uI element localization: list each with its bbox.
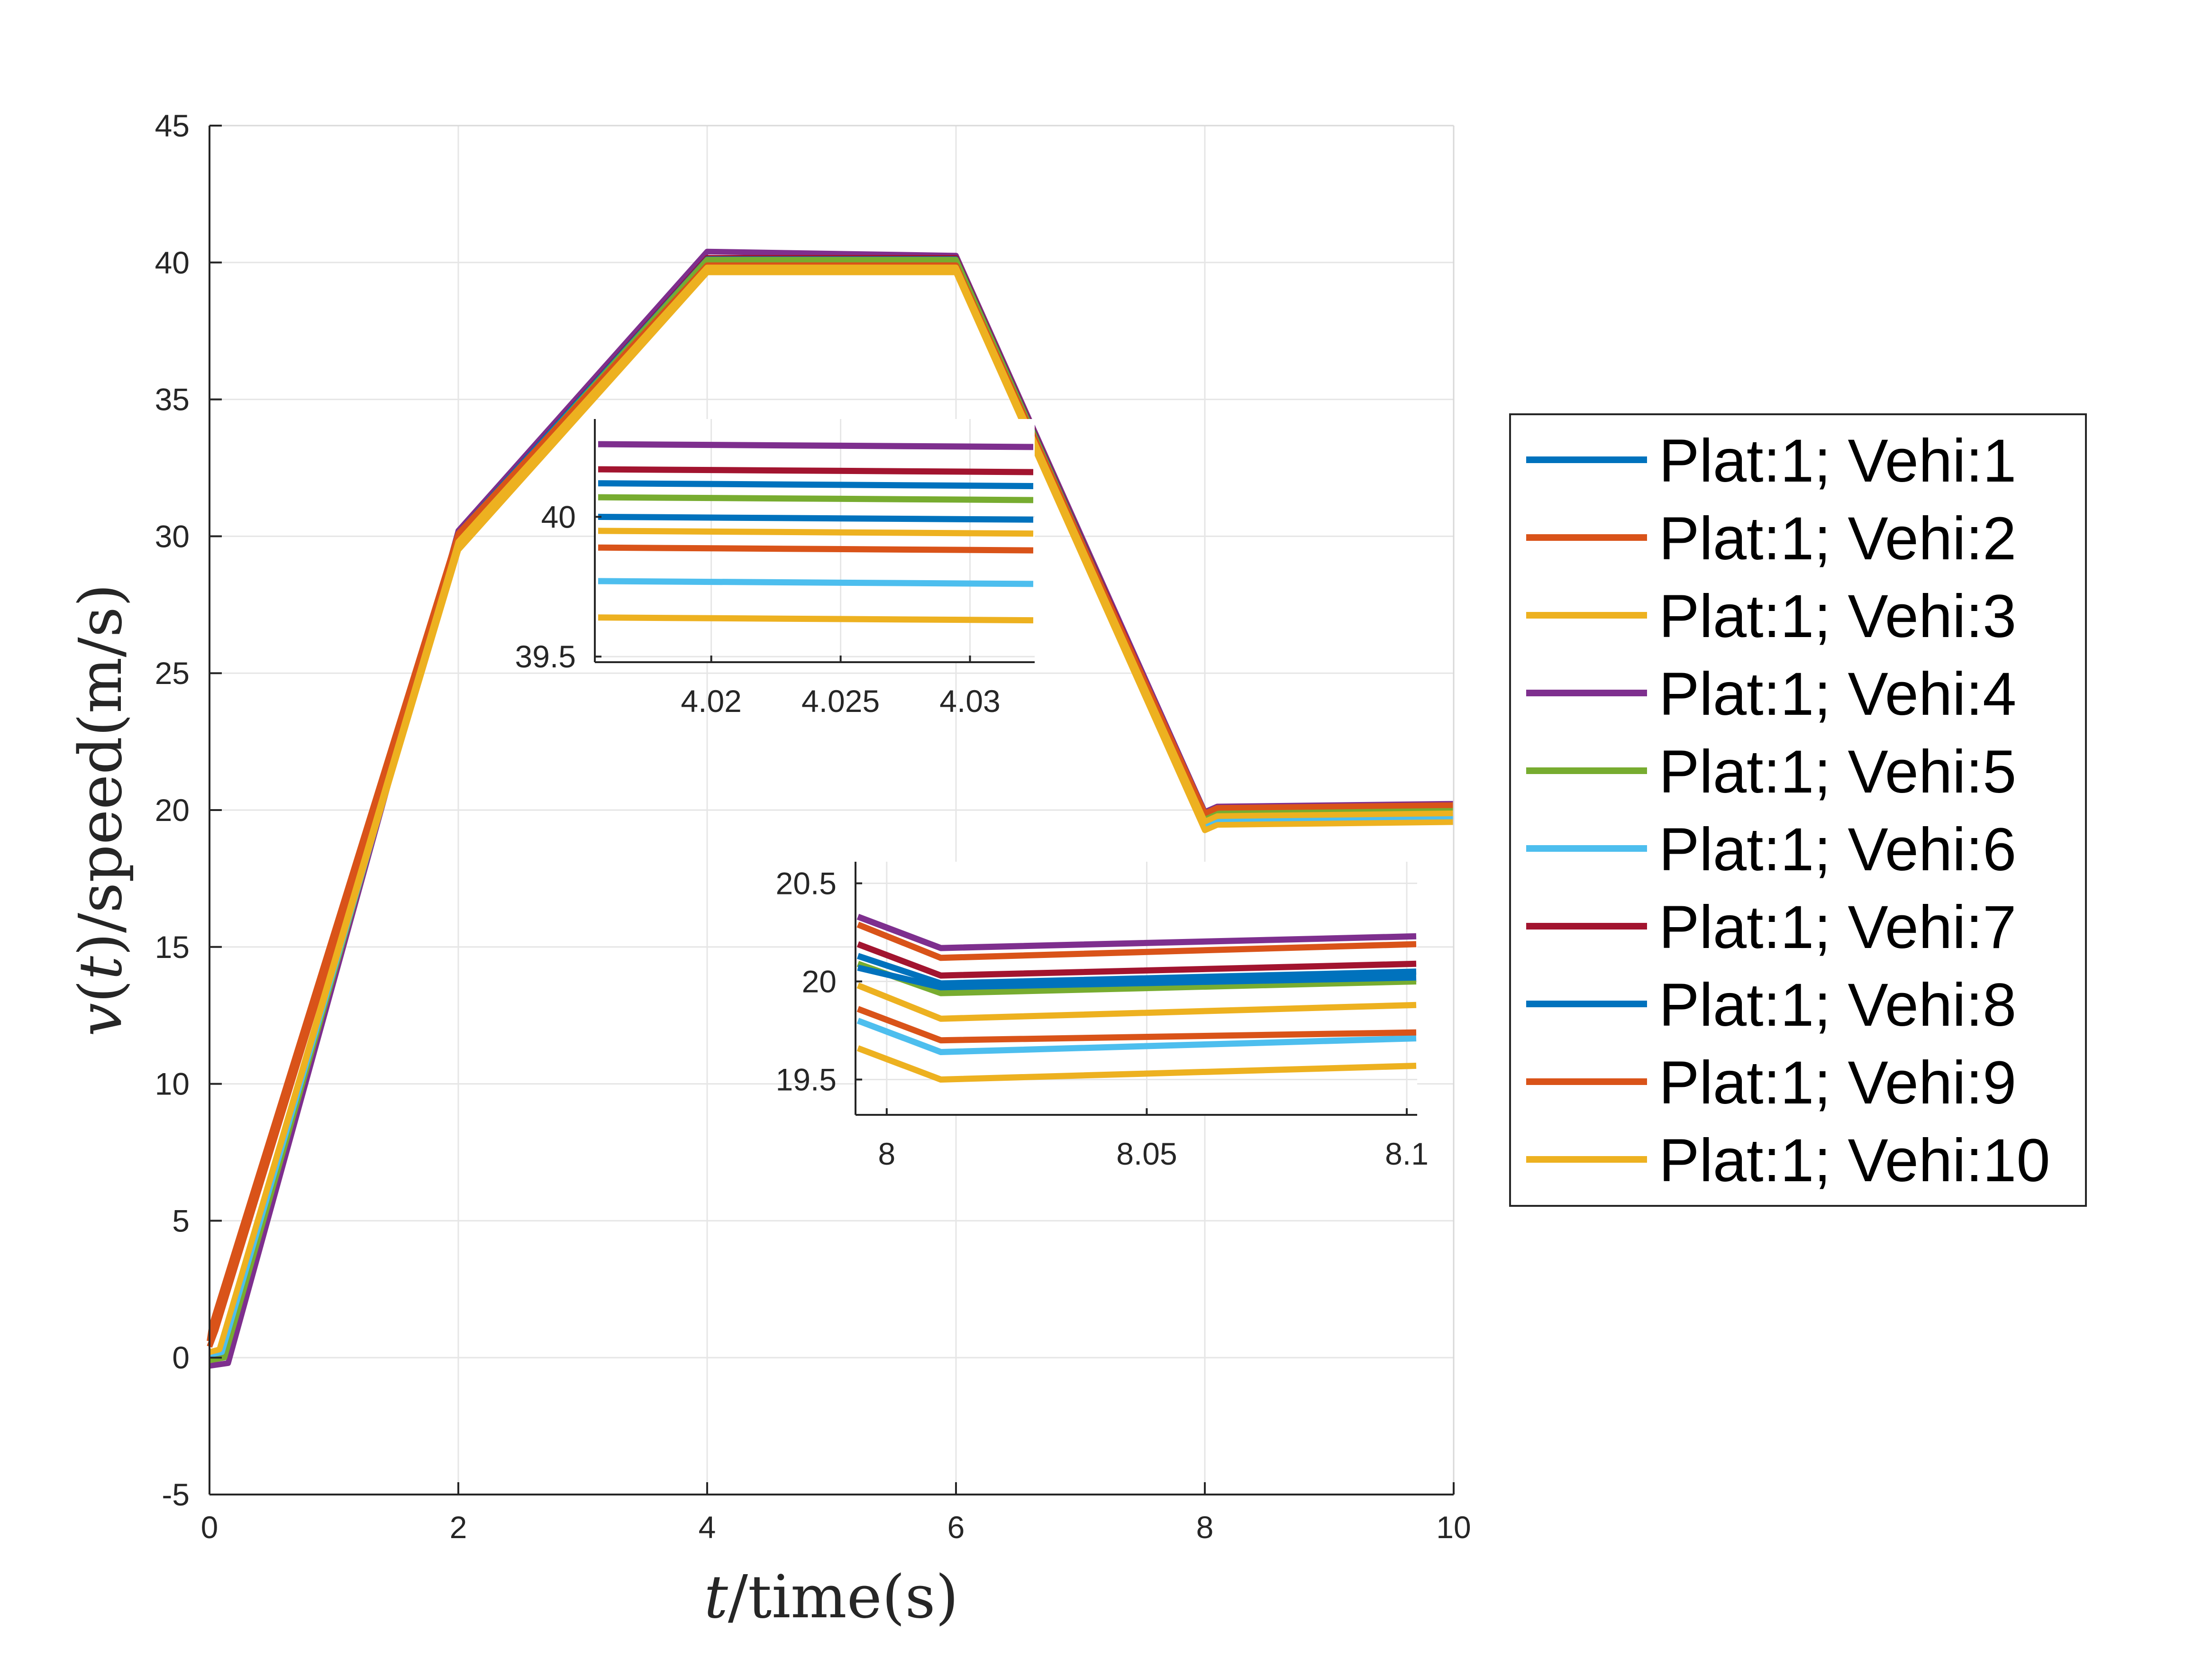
legend-label-2: Plat:1; Vehi:2 (1659, 505, 2016, 573)
y-axis-label: v(t)/speed(m/s) (66, 584, 135, 1037)
inset-zoom-top: 4.02 4.025 4.03 39.5 40 (515, 419, 1035, 719)
x-tick-label: 0 (201, 1510, 218, 1545)
inset-series-line (598, 466, 1034, 475)
inset-bottom-y-ticks: 19.5 20 20.5 (776, 866, 862, 1097)
inset-x-tick-label: 4.02 (681, 684, 741, 719)
inset-series-line (856, 1018, 1417, 1055)
series-line-10 (209, 269, 1454, 1355)
y-tick-label: 5 (172, 1203, 190, 1238)
inset-series-line (598, 578, 1034, 587)
y-tick-label: 25 (155, 656, 190, 691)
inset-series-line (598, 513, 1034, 523)
legend-label-10: Plat:1; Vehi:10 (1659, 1127, 2050, 1194)
inset-series-line (598, 494, 1034, 503)
inset-top-x-ticks: 4.02 4.025 4.03 (681, 656, 1001, 719)
inset-series-line (856, 1045, 1417, 1083)
legend-label-7: Plat:1; Vehi:7 (1659, 893, 2016, 961)
inset-x-tick-label: 4.03 (939, 684, 1000, 719)
inset-x-tick-label: 8 (878, 1136, 895, 1171)
inset-series-line (598, 441, 1034, 450)
legend-label-8: Plat:1; Vehi:8 (1659, 971, 2016, 1039)
legend-label-6: Plat:1; Vehi:6 (1659, 816, 2016, 884)
y-tick-label: 20 (155, 793, 190, 828)
inset-top-y-ticks: 39.5 40 (515, 499, 601, 674)
y-tick-label: 45 (155, 108, 190, 143)
legend: Plat:1; Vehi:1 Plat:1; Vehi:2 Plat:1; Vehi… (1509, 413, 2087, 1207)
inset-x-tick-label: 8.1 (1385, 1136, 1429, 1171)
inset-series-line (856, 921, 1417, 961)
inset-y-tick-label: 40 (541, 499, 576, 534)
inset-series-line (598, 480, 1034, 489)
main-x-ticks: 0 2 4 6 8 10 (201, 1482, 1471, 1545)
legend-label-5: Plat:1; Vehi:5 (1659, 738, 2016, 806)
inset-zoom-bottom: 8 8.05 8.1 19.5 20 20.5 (776, 862, 1429, 1171)
inset-series-line (598, 614, 1034, 624)
x-tick-label: 4 (699, 1510, 716, 1545)
inset-series-line (856, 982, 1417, 1022)
legend-label-9: Plat:1; Vehi:9 (1659, 1049, 2016, 1117)
series-line-5 (209, 257, 1454, 1363)
x-tick-label: 10 (1436, 1510, 1471, 1545)
inset-series-line (598, 544, 1034, 554)
legend-label-1: Plat:1; Vehi:1 (1659, 427, 2016, 495)
inset-series-line (856, 941, 1417, 979)
legend-label-4: Plat:1; Vehi:4 (1659, 660, 2016, 728)
y-tick-label: 15 (155, 930, 190, 965)
y-tick-label: 10 (155, 1066, 190, 1102)
legend-label-3: Plat:1; Vehi:3 (1659, 583, 2016, 650)
main-y-ticks: -5 0 5 10 15 20 25 30 35 40 45 (155, 108, 222, 1512)
inset-series-line (856, 953, 1417, 987)
inset-y-tick-label: 19.5 (776, 1062, 837, 1097)
inset-x-tick-label: 8.05 (1116, 1136, 1177, 1171)
inset-bottom-x-ticks: 8 8.05 8.1 (878, 1108, 1429, 1171)
x-tick-label: 8 (1196, 1510, 1214, 1545)
y-tick-label: 30 (155, 519, 190, 554)
main-series-lines (207, 248, 1454, 1369)
x-tick-label: 6 (947, 1510, 965, 1545)
inset-series-line (856, 1006, 1417, 1044)
inset-x-tick-label: 4.025 (801, 684, 880, 719)
inset-y-tick-label: 39.5 (515, 639, 576, 674)
inset-series-line (856, 913, 1417, 951)
y-tick-label: 0 (172, 1340, 190, 1375)
x-axis-label: t/time(s) (704, 1563, 959, 1632)
inset-bottom-series-lines (856, 913, 1417, 1083)
inset-y-tick-label: 20.5 (776, 866, 837, 901)
x-tick-label: 2 (450, 1510, 467, 1545)
inset-y-tick-label: 20 (802, 964, 837, 999)
inset-series-line (598, 528, 1034, 537)
y-tick-label: -5 (162, 1477, 190, 1512)
y-tick-label: 35 (155, 382, 190, 417)
main-axes: 0 2 4 6 8 10 -5 0 5 10 15 20 25 30 35 40 45 (155, 108, 1471, 1545)
inset-series-line (857, 965, 1417, 991)
y-tick-label: 40 (155, 245, 190, 280)
inset-top-series-lines (598, 441, 1034, 624)
